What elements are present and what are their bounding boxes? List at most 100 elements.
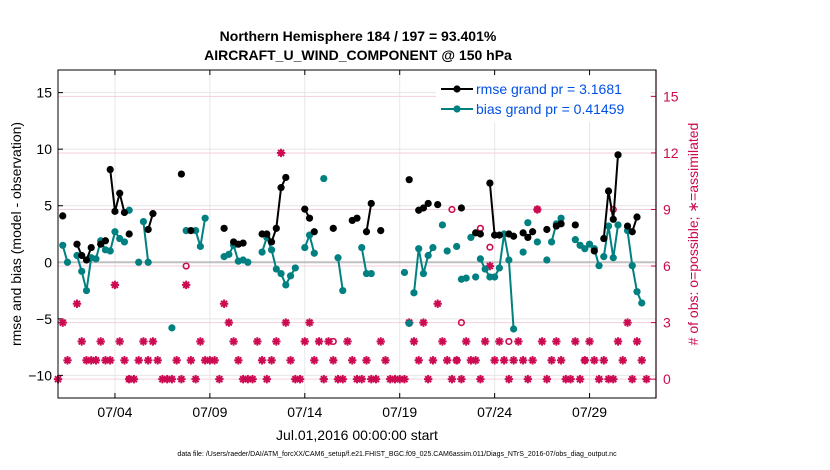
bias-point: [429, 243, 437, 252]
chart-title: Northern Hemisphere 184 / 197 = 93.401%: [220, 28, 497, 44]
rmse-point: [116, 189, 124, 197]
obs-assimilated-marker: [566, 374, 575, 384]
bias-point: [547, 238, 556, 246]
bias-point: [438, 221, 447, 229]
bias-point: [604, 222, 613, 230]
bias-point: [59, 241, 67, 249]
x-axis-label: Jul.01,2016 00:00:00 start: [276, 427, 438, 443]
obs-assimilated-marker: [618, 356, 627, 365]
rmse-point: [633, 213, 641, 221]
y-tick-label: 15: [36, 85, 52, 101]
obs-assimilated-marker: [442, 356, 452, 365]
obs-assimilated-marker: [514, 337, 523, 346]
obs-assimilated-marker: [300, 337, 309, 346]
obs-possible-marker: [533, 205, 541, 214]
bias-point: [339, 286, 347, 295]
rmse-point: [600, 234, 608, 243]
rmse-point: [362, 228, 371, 236]
rmse-point: [220, 224, 228, 232]
bias-point: [367, 269, 375, 278]
bias-point: [519, 248, 527, 256]
bias-point: [410, 289, 418, 297]
obs-assimilated-marker: [433, 299, 442, 308]
obs-possible-marker: [486, 243, 494, 251]
obs-assimilated-marker: [362, 356, 371, 365]
rmse-point: [510, 232, 518, 240]
y2-tick-label: 3: [663, 315, 671, 331]
obs-assimilated-marker: [457, 374, 466, 384]
y2-axis-label: # of obs: o=possible; ∗=assimilated: [685, 123, 701, 346]
bias-point: [63, 258, 72, 266]
obs-assimilated-marker: [77, 337, 86, 346]
obs-assimilated-marker: [599, 356, 608, 365]
rmse-point: [367, 199, 375, 208]
rmse-line: [109, 169, 126, 213]
bias-point: [106, 247, 114, 255]
bias-point: [633, 288, 641, 296]
obs-possible-marker: [476, 224, 484, 232]
obs-assimilated-marker: [91, 356, 101, 365]
bias-line: [479, 233, 515, 330]
obs-assimilated-marker: [348, 356, 357, 365]
bias-point: [543, 256, 551, 264]
y2-tick-label: 12: [663, 145, 679, 161]
obs-possible-marker: [182, 262, 190, 270]
obs-assimilated-marker: [542, 374, 552, 384]
obs-assimilated-marker: [471, 356, 480, 365]
chart-subtitle: AIRCRAFT_U_WIND_COMPONENT @ 150 hPa: [204, 47, 512, 63]
obs-assimilated-marker: [642, 374, 651, 384]
bias-point: [491, 273, 499, 281]
obs-assimilated-marker: [120, 356, 129, 365]
rmse-point: [187, 227, 195, 235]
bias-point: [467, 233, 475, 241]
obs-assimilated-marker: [419, 318, 428, 327]
obs-assimilated-marker: [575, 374, 585, 384]
bias-point: [144, 258, 152, 266]
rmse-point: [267, 238, 276, 246]
obs-assimilated-marker: [628, 374, 637, 384]
obs-assimilated-marker: [329, 356, 338, 365]
obs-assimilated-marker: [295, 374, 305, 384]
obs-assimilated-marker: [423, 374, 433, 384]
bias-point: [334, 254, 342, 262]
bias-line: [626, 230, 643, 304]
obs-assimilated-marker: [172, 356, 181, 365]
obs-assimilated-marker: [623, 318, 632, 327]
obs-possible-marker: [505, 337, 513, 346]
rmse-series: [59, 151, 641, 264]
bias-point: [92, 255, 100, 263]
y-tick-label: −10: [28, 367, 52, 383]
obs-assimilated-marker: [181, 280, 191, 290]
bias-point: [481, 265, 489, 273]
obs-assimilated-marker: [438, 337, 447, 346]
obs-assimilated-marker: [58, 318, 67, 327]
obs-assimilated-marker: [319, 374, 328, 384]
obs-assimilated-marker: [376, 337, 385, 346]
obs-possible-marker: [329, 337, 337, 346]
rmse-point: [310, 228, 318, 236]
obs-assimilated-marker: [537, 337, 547, 346]
bias-point: [400, 268, 409, 277]
rmse-point: [59, 212, 67, 220]
rmse-point: [87, 243, 95, 252]
obs-assimilated-marker: [518, 356, 528, 365]
rmse-point: [125, 230, 133, 238]
obs-assimilated-marker: [72, 299, 82, 308]
obs-assimilated-marker: [267, 356, 276, 365]
rmse-line: [365, 203, 373, 232]
obs-assimilated-marker: [110, 280, 120, 290]
bias-line: [360, 247, 372, 275]
rmse-point: [144, 225, 152, 234]
obs-assimilated-marker: [632, 337, 642, 346]
bias-point: [462, 274, 470, 282]
obs-possible-marker: [581, 356, 589, 364]
obs-assimilated-marker: [547, 356, 556, 365]
obs-assimilated-marker: [234, 356, 243, 365]
obs-assimilated-marker: [314, 337, 324, 346]
bias-point: [628, 262, 636, 270]
y-tick-label: 5: [44, 198, 52, 214]
bias-point: [168, 324, 176, 332]
rmse-point: [149, 210, 157, 218]
rmse-point: [106, 165, 114, 174]
obs-assimilated-marker: [461, 337, 471, 346]
